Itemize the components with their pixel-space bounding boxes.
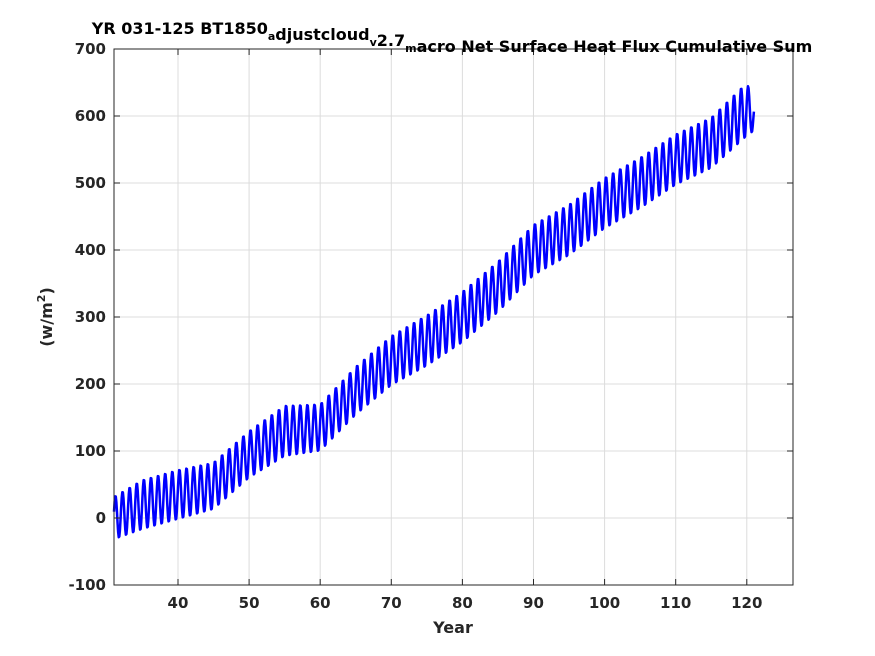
y-axis-label-main: (w/m: [37, 302, 56, 347]
x-tick-label: 70: [381, 594, 402, 612]
y-axis-label-superscript: 2: [35, 295, 48, 303]
x-tick-label: 50: [239, 594, 260, 612]
x-tick-label: 90: [523, 594, 544, 612]
chart-title: YR 031-125 BT1850adjustcloudv2.7macro Ne…: [91, 19, 813, 56]
title-subscript: m: [405, 42, 416, 55]
y-axis-label: (w/m2): [35, 287, 56, 347]
title-subscript: a: [268, 30, 275, 43]
y-tick-label: 300: [75, 308, 106, 326]
x-tick-labels: 40 50 60 70 80 90 100 110 120: [168, 594, 763, 612]
y-tick-label: 100: [75, 442, 106, 460]
x-tick-label: 60: [310, 594, 331, 612]
x-tick-label: 100: [589, 594, 620, 612]
x-tick-label: 110: [660, 594, 691, 612]
y-tick-label: 700: [75, 40, 106, 58]
tick-marks: [114, 48, 793, 586]
y-tick-label: 500: [75, 174, 106, 192]
x-tick-label: 120: [731, 594, 762, 612]
y-tick-label: 0: [96, 509, 106, 527]
title-segment: YR 031-125 BT1850: [91, 19, 268, 38]
title-segment: 2.7: [377, 31, 405, 50]
x-tick-label: 40: [168, 594, 189, 612]
title-subscript: v: [370, 36, 378, 49]
x-axis-label: Year: [432, 618, 473, 637]
y-tick-label: 600: [75, 107, 106, 125]
y-axis-label-close: ): [37, 287, 56, 294]
y-tick-label: -100: [68, 576, 106, 594]
title-segment: acro Net Surface Heat Flux Cumulative Su…: [417, 37, 813, 56]
y-tick-label: 400: [75, 241, 106, 259]
x-tick-label: 80: [452, 594, 473, 612]
y-tick-labels: -100 0 100 200 300 400 500 600 700: [68, 40, 106, 594]
series-line: [112, 84, 756, 539]
series-group: [112, 84, 756, 539]
grid-lines: [114, 49, 793, 585]
title-segment: djustcloud: [275, 25, 369, 44]
y-tick-label: 200: [75, 375, 106, 393]
